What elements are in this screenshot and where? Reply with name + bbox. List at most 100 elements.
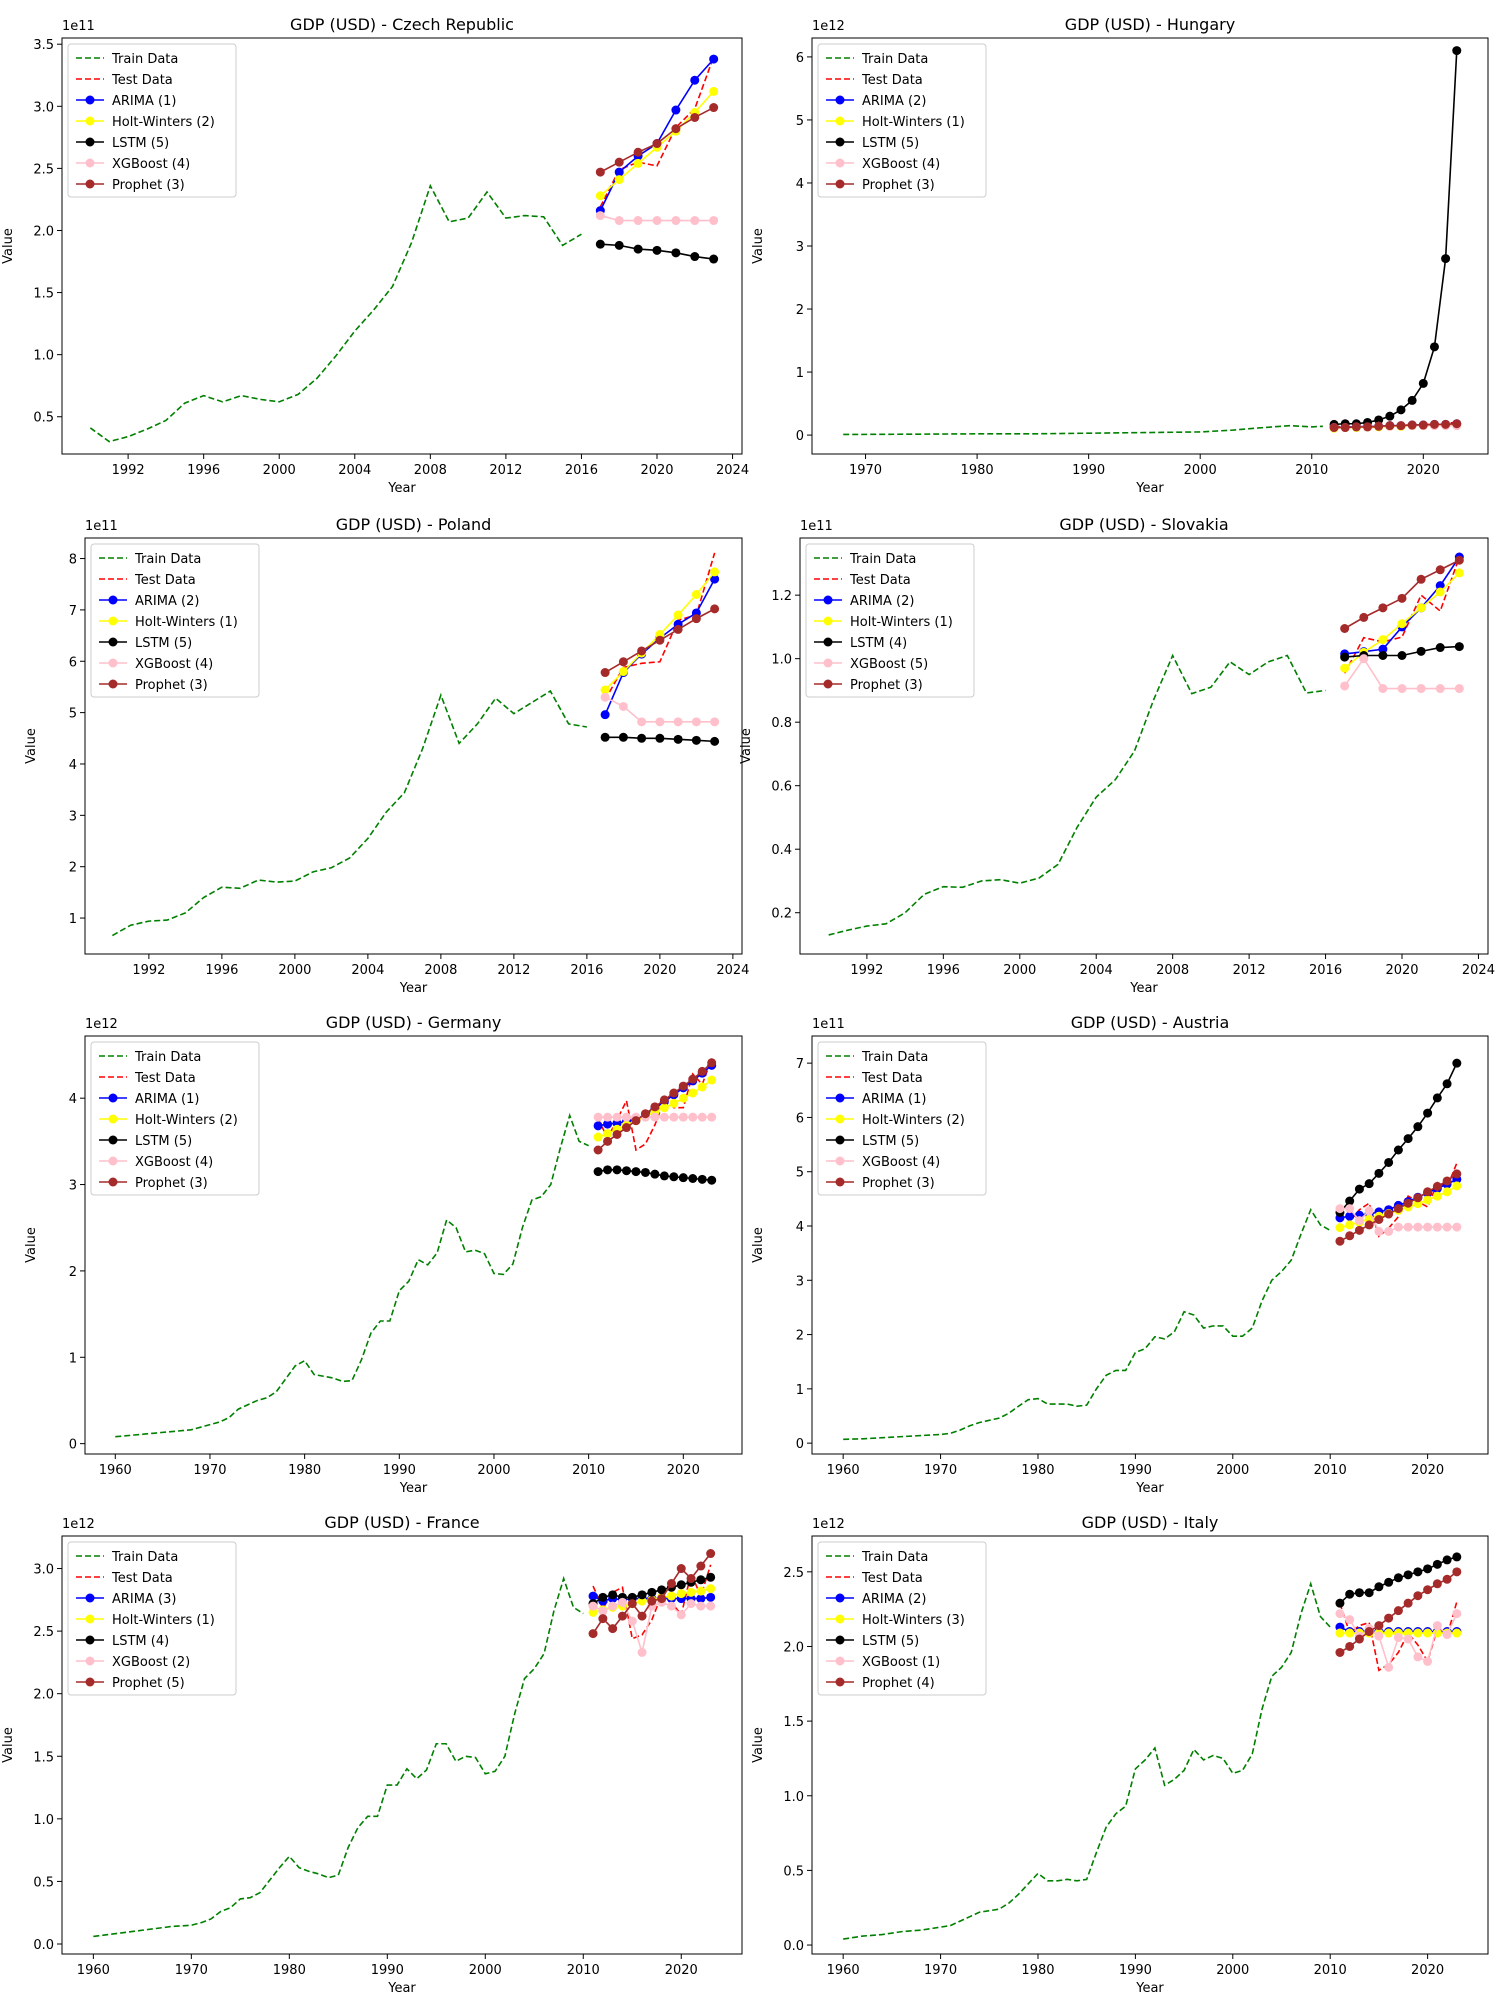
x-axis-label: Year (1135, 1481, 1164, 1496)
data-point (593, 1145, 603, 1155)
legend-entry: Prophet (3) (135, 678, 208, 693)
legend-entry: Prophet (3) (862, 1176, 935, 1191)
y-tick-label: 0.5 (783, 1864, 804, 1879)
data-point (1403, 1570, 1413, 1580)
data-point (650, 1102, 660, 1112)
x-tick-label: 1980 (288, 1463, 321, 1478)
data-point (669, 1112, 679, 1122)
data-point (1378, 684, 1388, 694)
data-point (1359, 654, 1369, 664)
data-point (1354, 1588, 1364, 1598)
data-point (612, 1165, 622, 1175)
data-point (1345, 1211, 1355, 1221)
data-point (1340, 681, 1350, 691)
legend-marker (108, 616, 118, 626)
data-point (690, 252, 700, 262)
chart-panel-3: GDP (USD) - Slovakia 1e11 Year Value 1992 199… (739, 515, 1495, 996)
y-tick-label: 1.0 (33, 349, 54, 364)
data-point (618, 667, 628, 677)
x-tick-label: 1992 (850, 963, 883, 978)
x-tick-label: 1990 (383, 1463, 416, 1478)
x-tick-label: 2020 (1411, 1963, 1444, 1978)
x-axis-label: Year (1135, 481, 1164, 496)
data-point (595, 191, 605, 201)
legend-entry: Holt-Winters (2) (135, 1113, 238, 1128)
x-tick-label: 2020 (643, 963, 676, 978)
data-point (1374, 415, 1384, 425)
legend-box (67, 1541, 237, 1696)
y-tick-label: 7 (796, 1057, 804, 1072)
data-point (1423, 1628, 1433, 1638)
data-point (631, 1116, 641, 1126)
data-point (1363, 422, 1373, 432)
data-point (657, 1585, 667, 1595)
data-point (1416, 574, 1426, 584)
data-point (697, 1174, 707, 1184)
data-point (706, 1549, 716, 1559)
y-axis-label: Value (24, 728, 39, 764)
y-tick-label: 0 (796, 1437, 804, 1452)
series-line-test-data (1343, 556, 1461, 674)
legend-entry: Train Data (861, 1550, 928, 1565)
data-point (1340, 423, 1350, 433)
data-point (1442, 1630, 1452, 1640)
y-tick-label: 0.0 (783, 1939, 804, 1954)
data-point (618, 701, 628, 711)
data-point (588, 1601, 598, 1611)
data-point (1416, 646, 1426, 656)
y-axis-label: Value (751, 1727, 766, 1763)
y-tick-label: 2.5 (33, 1625, 54, 1640)
data-point (1340, 624, 1350, 634)
legend-entry: XGBoost (4) (862, 1155, 940, 1170)
axes-frame (811, 37, 1489, 455)
x-tick-label: 1970 (849, 463, 882, 478)
legend-entry: Prophet (5) (112, 1676, 185, 1691)
y-offset-text: 1e11 (812, 1017, 845, 1032)
x-tick-label: 1980 (961, 463, 994, 478)
data-point (1351, 422, 1361, 432)
x-tick-label: 2000 (1216, 1963, 1249, 1978)
x-tick-label: 1980 (1021, 1963, 1054, 1978)
x-tick-label: 2008 (424, 963, 457, 978)
axes-frame (84, 1035, 743, 1455)
legend-entry: ARIMA (3) (112, 1592, 176, 1607)
legend-marker (85, 158, 95, 168)
series-line-lstm (1334, 50, 1458, 426)
data-point (1345, 1589, 1355, 1599)
legend-marker (85, 179, 95, 189)
x-tick-label: 1990 (1119, 1963, 1152, 1978)
x-tick-label: 2020 (1407, 463, 1440, 478)
legend-entry: Prophet (4) (862, 1676, 935, 1691)
data-point (691, 717, 701, 727)
chart-panel-4: GDP (USD) - Germany 1e12 Year Value 1960 1970… (24, 1013, 743, 1496)
data-point (1345, 1231, 1355, 1241)
data-point (1432, 1559, 1442, 1569)
legend-entry: XGBoost (4) (112, 157, 190, 172)
data-point (1452, 46, 1462, 56)
data-point (588, 1629, 598, 1639)
x-tick-label: 2024 (716, 463, 749, 478)
data-point (600, 710, 610, 720)
legend-marker (85, 1635, 95, 1645)
data-point (1432, 1579, 1442, 1589)
legend-marker (835, 1614, 845, 1624)
data-point (1335, 1223, 1345, 1233)
legend-marker (835, 1093, 845, 1103)
data-point (1423, 1108, 1433, 1118)
y-tick-label: 1.5 (33, 287, 54, 302)
data-point (709, 54, 719, 64)
legend-marker (835, 1114, 845, 1124)
legend-box (67, 43, 237, 198)
data-point (1335, 1236, 1345, 1246)
data-point (1384, 1209, 1394, 1219)
legend-marker (823, 616, 833, 626)
y-tick-label: 4 (796, 177, 804, 192)
legend-marker (835, 137, 845, 147)
data-point (588, 1607, 598, 1617)
y-tick-label: 1.0 (771, 653, 792, 668)
legend-marker (108, 1177, 118, 1187)
legend-marker (835, 1656, 845, 1666)
y-axis-label: Value (1, 1727, 16, 1763)
chart-panel-1: GDP (USD) - Hungary 1e12 Year Value 1970 1980… (751, 15, 1489, 496)
data-point (1335, 1598, 1345, 1608)
